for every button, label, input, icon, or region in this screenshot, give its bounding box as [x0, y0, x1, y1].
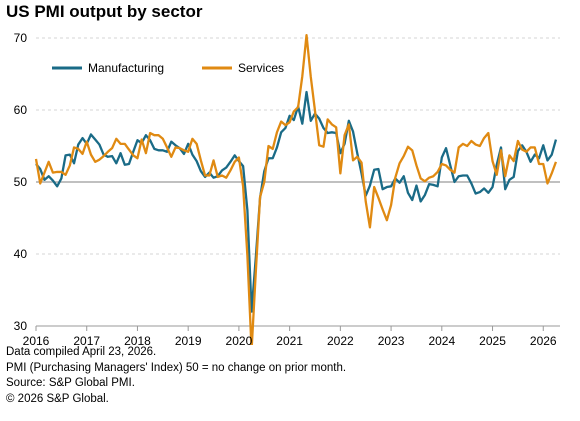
x-tick-label-2019: 2019	[175, 334, 202, 345]
legend-label-services: Services	[238, 61, 284, 75]
x-tick-label-2023: 2023	[378, 334, 405, 345]
legend-label-manufacturing: Manufacturing	[88, 61, 164, 75]
x-tick-label-2017: 2017	[73, 334, 100, 345]
note-definition: PMI (Purchasing Managers' Index) 50 = no…	[6, 361, 347, 374]
series-lines	[34, 33, 558, 345]
y-tick-label-60: 60	[14, 103, 28, 117]
series-line-manufacturing	[35, 90, 558, 313]
y-tick-label-70: 70	[14, 31, 28, 45]
x-tick-label-2021: 2021	[276, 334, 303, 345]
x-tick-label-2020: 2020	[226, 334, 253, 345]
x-tick-label-2016: 2016	[23, 334, 50, 345]
chart-title: US PMI output by sector	[6, 2, 203, 21]
legend: Manufacturing Services	[52, 61, 284, 75]
footnotes: Data compiled April 23, 2026. PMI (Purch…	[6, 345, 346, 407]
note-compiled: Data compiled April 23, 2026.	[6, 346, 157, 358]
y-tick-label-40: 40	[14, 247, 28, 261]
note-source: Source: S&P Global PMI.	[6, 377, 135, 389]
y-tick-label-50: 50	[14, 175, 28, 189]
x-tick-label-2026: 2026	[530, 334, 557, 345]
gridlines	[36, 37, 560, 327]
x-tick-label-2024: 2024	[428, 334, 455, 345]
y-tick-label-30: 30	[14, 319, 28, 333]
y-tick-labels: 30 40 50 60 70	[14, 31, 28, 333]
x-tick-label-2025: 2025	[479, 334, 506, 345]
note-copyright: © 2026 S&P Global.	[6, 392, 109, 405]
series-line-services	[34, 33, 558, 345]
x-tick-label-2018: 2018	[124, 334, 151, 345]
x-tick-labels: 2016 2017 2018 2019 2020 2021 2022 2023 2024 2025…	[23, 326, 557, 345]
x-tick-label-2022: 2022	[327, 334, 354, 345]
